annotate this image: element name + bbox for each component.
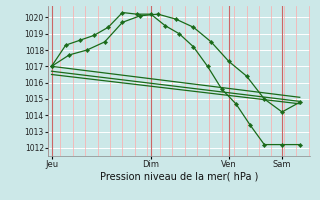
X-axis label: Pression niveau de la mer( hPa ): Pression niveau de la mer( hPa ): [100, 172, 258, 182]
